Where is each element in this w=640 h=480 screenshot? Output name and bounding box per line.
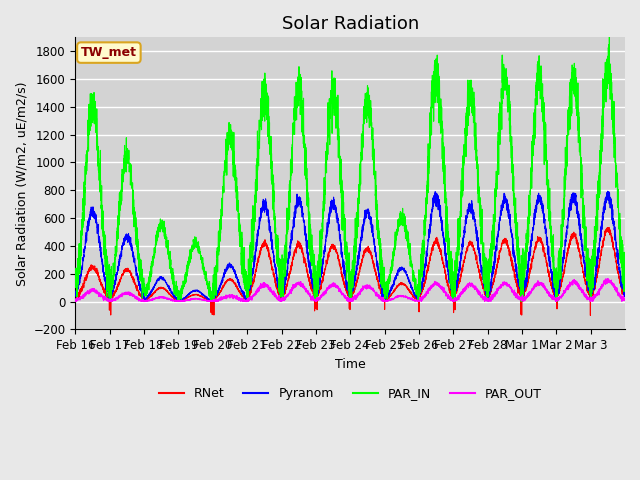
Legend: RNet, Pyranom, PAR_IN, PAR_OUT: RNet, Pyranom, PAR_IN, PAR_OUT [154,382,547,405]
Text: TW_met: TW_met [81,46,137,59]
Y-axis label: Solar Radiation (W/m2, uE/m2/s): Solar Radiation (W/m2, uE/m2/s) [15,81,28,286]
X-axis label: Time: Time [335,358,365,371]
Title: Solar Radiation: Solar Radiation [282,15,419,33]
